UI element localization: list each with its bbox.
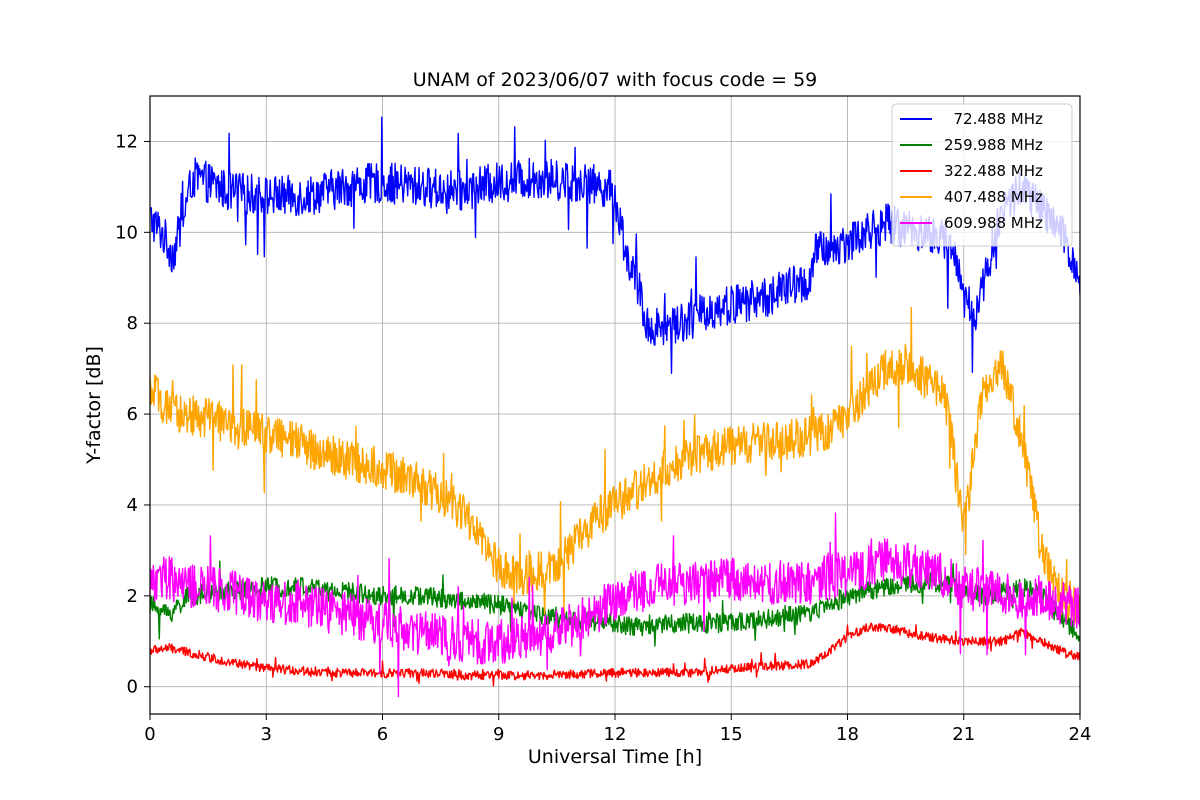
- legend-label: 609.988 MHz: [944, 214, 1043, 232]
- x-tick-label: 6: [377, 724, 388, 745]
- x-tick-label: 15: [720, 724, 743, 745]
- series-lines: [150, 116, 1080, 698]
- legend-label: 259.988 MHz: [944, 136, 1043, 154]
- x-tick-label: 0: [144, 724, 155, 745]
- x-tick-label: 9: [493, 724, 504, 745]
- y-tick-label: 6: [127, 404, 138, 425]
- y-tick-label: 4: [127, 495, 138, 516]
- legend-label: 72.488 MHz: [944, 110, 1043, 128]
- x-tick-label: 3: [261, 724, 272, 745]
- x-tick-label: 24: [1069, 724, 1092, 745]
- series-line-1: [150, 560, 1080, 647]
- y-tick-label: 2: [127, 586, 138, 607]
- y-tick-label: 8: [127, 313, 138, 334]
- legend-box: [891, 103, 1073, 247]
- y-tick-label: 0: [127, 677, 138, 698]
- x-tick-label: 21: [952, 724, 975, 745]
- x-tick-label: 18: [836, 724, 859, 745]
- y-tick-label: 12: [115, 131, 138, 152]
- series-line-2: [150, 622, 1080, 687]
- x-axis-label: Universal Time [h]: [528, 746, 702, 768]
- chart-title: UNAM of 2023/06/07 with focus code = 59: [413, 69, 818, 91]
- series-line-4: [150, 512, 1080, 698]
- legend: 72.488 MHz 259.988 MHz 322.488 MHz 407.488 …: [891, 103, 1073, 247]
- legend-label: 407.488 MHz: [944, 188, 1043, 206]
- y-tick-label: 10: [115, 222, 138, 243]
- legend-label: 322.488 MHz: [944, 162, 1043, 180]
- y-axis-label: Y-factor [dB]: [83, 346, 105, 465]
- x-tick-label: 12: [604, 724, 627, 745]
- series-line-3: [150, 306, 1080, 624]
